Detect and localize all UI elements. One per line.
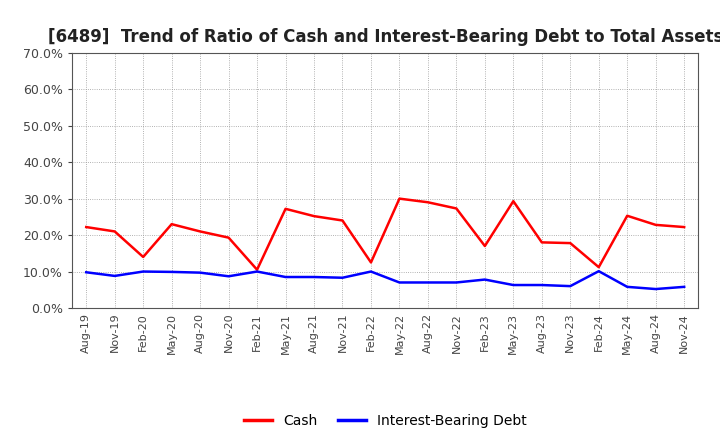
Interest-Bearing Debt — [509, 282, 518, 288]
Interest-Bearing Debt — [537, 282, 546, 288]
Interest-Bearing Debt — [423, 280, 432, 285]
Interest-Bearing Debt — [196, 270, 204, 275]
Cash — [537, 240, 546, 245]
Cash — [82, 224, 91, 230]
Legend: Cash, Interest-Bearing Debt: Cash, Interest-Bearing Debt — [238, 409, 532, 434]
Interest-Bearing Debt — [139, 269, 148, 274]
Interest-Bearing Debt — [480, 277, 489, 282]
Interest-Bearing Debt — [623, 284, 631, 290]
Cash — [110, 229, 119, 234]
Cash — [623, 213, 631, 218]
Cash — [253, 267, 261, 272]
Interest-Bearing Debt — [310, 275, 318, 280]
Cash — [139, 254, 148, 260]
Interest-Bearing Debt — [395, 280, 404, 285]
Interest-Bearing Debt — [652, 286, 660, 292]
Interest-Bearing Debt — [82, 270, 91, 275]
Cash — [310, 213, 318, 219]
Interest-Bearing Debt — [452, 280, 461, 285]
Cash — [452, 206, 461, 211]
Interest-Bearing Debt — [253, 269, 261, 274]
Cash — [225, 235, 233, 240]
Title: [6489]  Trend of Ratio of Cash and Interest-Bearing Debt to Total Assets: [6489] Trend of Ratio of Cash and Intere… — [48, 28, 720, 46]
Cash — [566, 241, 575, 246]
Interest-Bearing Debt — [680, 284, 688, 290]
Line: Interest-Bearing Debt: Interest-Bearing Debt — [86, 271, 684, 289]
Interest-Bearing Debt — [225, 274, 233, 279]
Cash — [282, 206, 290, 212]
Cash — [595, 264, 603, 270]
Interest-Bearing Debt — [595, 268, 603, 274]
Cash — [167, 221, 176, 227]
Cash — [652, 222, 660, 227]
Cash — [395, 196, 404, 201]
Cash — [480, 243, 489, 249]
Interest-Bearing Debt — [110, 273, 119, 279]
Interest-Bearing Debt — [167, 269, 176, 275]
Interest-Bearing Debt — [338, 275, 347, 280]
Cash — [366, 260, 375, 265]
Cash — [509, 198, 518, 204]
Cash — [423, 200, 432, 205]
Line: Cash: Cash — [86, 198, 684, 270]
Cash — [680, 224, 688, 230]
Cash — [338, 218, 347, 223]
Cash — [196, 229, 204, 234]
Interest-Bearing Debt — [366, 269, 375, 274]
Interest-Bearing Debt — [566, 283, 575, 289]
Interest-Bearing Debt — [282, 275, 290, 280]
